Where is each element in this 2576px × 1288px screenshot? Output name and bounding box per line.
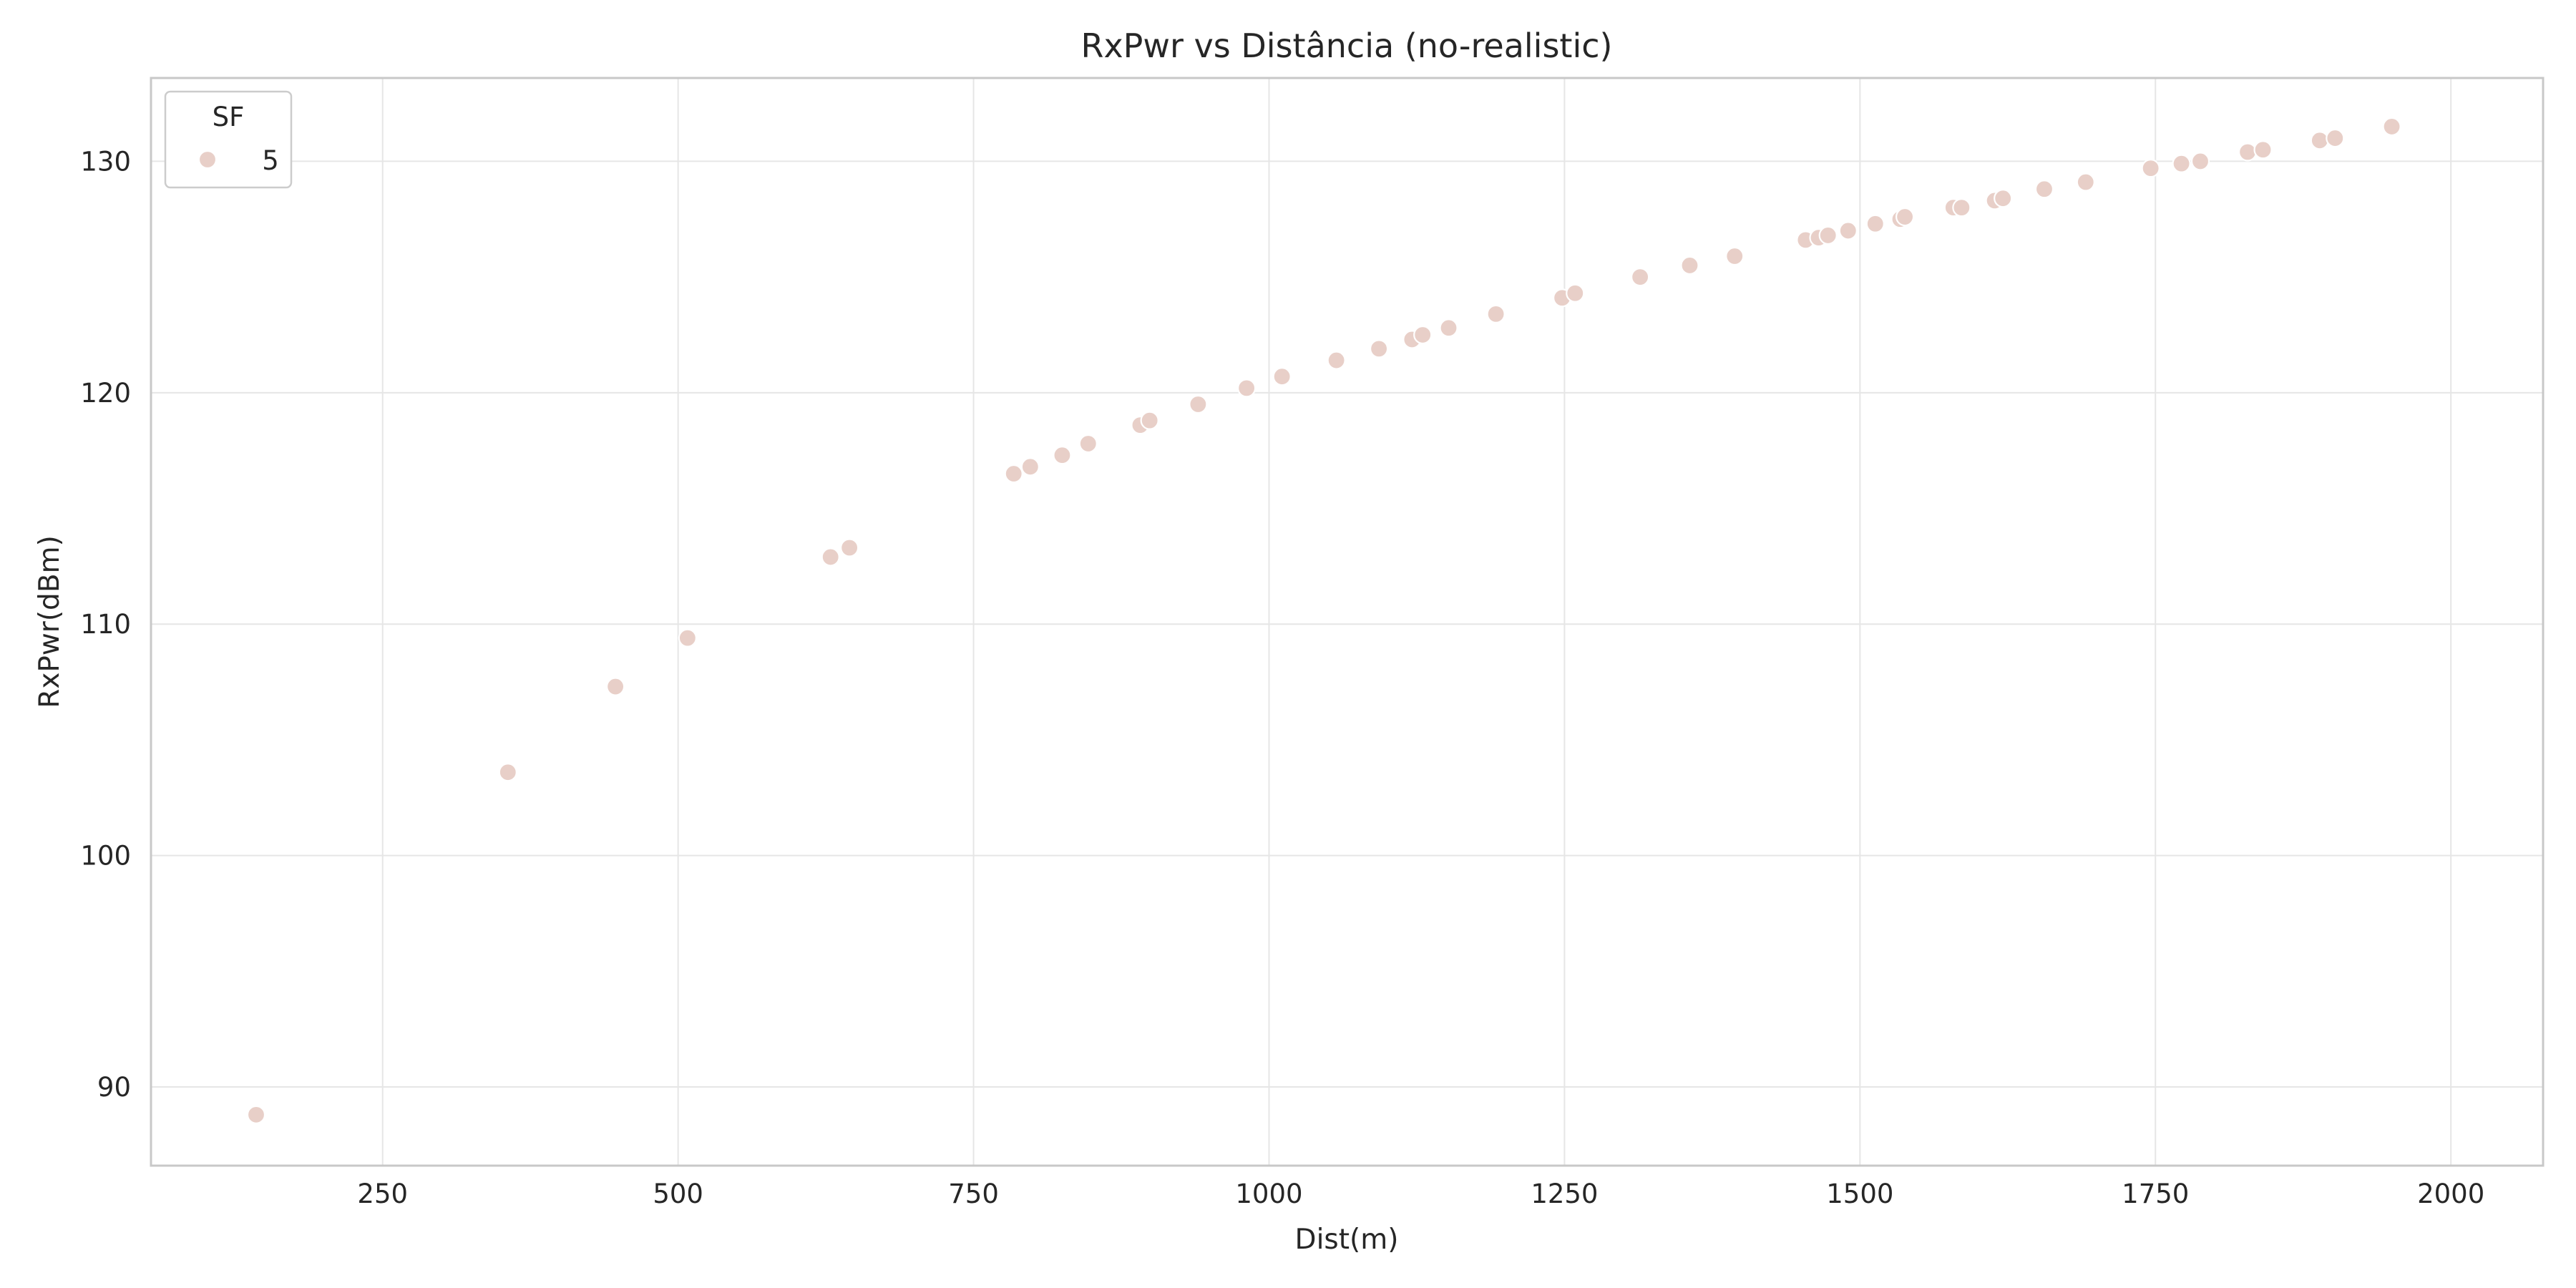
data-point bbox=[498, 763, 517, 782]
data-point bbox=[1818, 225, 1838, 245]
data-point bbox=[1078, 434, 1098, 454]
data-point bbox=[1865, 214, 1885, 233]
data-points bbox=[246, 117, 2401, 1124]
data-point bbox=[2382, 117, 2401, 137]
data-point bbox=[606, 677, 625, 696]
x-tick-labels: 250 500 750 1000 1250 1500 1750 2000 bbox=[357, 1179, 2484, 1209]
data-point bbox=[1566, 283, 1585, 303]
x-tick-label: 1500 bbox=[1826, 1179, 1893, 1209]
chart-title: RxPwr vs Distância (no-realistic) bbox=[1081, 26, 1613, 65]
data-point bbox=[1053, 446, 1072, 465]
data-point bbox=[678, 628, 697, 648]
x-tick-label: 1250 bbox=[1531, 1179, 1598, 1209]
data-point bbox=[1838, 221, 1858, 240]
data-point bbox=[2172, 154, 2191, 173]
data-point bbox=[1004, 464, 1023, 484]
y-axis-label: RxPwr(dBm) bbox=[34, 535, 66, 708]
data-point bbox=[1189, 394, 1208, 414]
legend-entry-label: 5 bbox=[262, 145, 279, 176]
data-point bbox=[2238, 142, 2258, 162]
data-point bbox=[840, 538, 859, 557]
data-point bbox=[1020, 457, 1040, 477]
y-tick-label: 130 bbox=[80, 146, 131, 177]
data-point bbox=[1680, 255, 1699, 275]
data-point bbox=[1272, 367, 1292, 386]
legend-box bbox=[164, 90, 293, 189]
y-tick-label: 120 bbox=[80, 378, 131, 409]
data-point bbox=[1486, 304, 1506, 323]
y-tick-label: 90 bbox=[97, 1072, 131, 1103]
x-axis-label: Dist(m) bbox=[1295, 1224, 1399, 1256]
data-point bbox=[1369, 339, 1389, 358]
data-point bbox=[1895, 207, 1915, 227]
data-point bbox=[1327, 351, 1346, 370]
y-tick-label: 100 bbox=[80, 841, 131, 872]
data-point bbox=[1237, 379, 1257, 398]
x-tick-label: 2000 bbox=[2417, 1179, 2484, 1209]
data-point bbox=[2310, 131, 2329, 150]
data-point bbox=[2253, 140, 2273, 160]
data-point bbox=[2141, 159, 2160, 178]
plot-frame bbox=[150, 77, 2545, 1167]
data-point bbox=[2190, 152, 2210, 171]
legend-title: SF bbox=[213, 102, 245, 132]
legend-marker bbox=[197, 150, 218, 170]
data-point bbox=[2034, 180, 2054, 199]
data-point bbox=[1952, 198, 1971, 218]
data-point bbox=[1631, 268, 1650, 287]
y-tick-labels: 90 100 110 120 130 bbox=[80, 146, 131, 1103]
x-tick-label: 750 bbox=[948, 1179, 999, 1209]
legend: SF 5 bbox=[164, 90, 293, 189]
data-point bbox=[1725, 246, 1745, 266]
y-tick-label: 110 bbox=[80, 609, 131, 640]
data-point bbox=[1140, 411, 1159, 430]
x-tick-label: 250 bbox=[357, 1179, 408, 1209]
data-point bbox=[2326, 128, 2345, 148]
data-point bbox=[1413, 325, 1433, 345]
x-tick-label: 500 bbox=[653, 1179, 703, 1209]
x-tick-label: 1000 bbox=[1235, 1179, 1302, 1209]
data-point bbox=[821, 547, 840, 567]
x-tick-label: 1750 bbox=[2122, 1179, 2189, 1209]
data-point bbox=[1994, 189, 2013, 208]
data-point bbox=[2076, 172, 2095, 192]
data-point bbox=[1439, 318, 1458, 338]
grid-lines bbox=[151, 78, 2543, 1166]
data-point bbox=[246, 1105, 266, 1124]
